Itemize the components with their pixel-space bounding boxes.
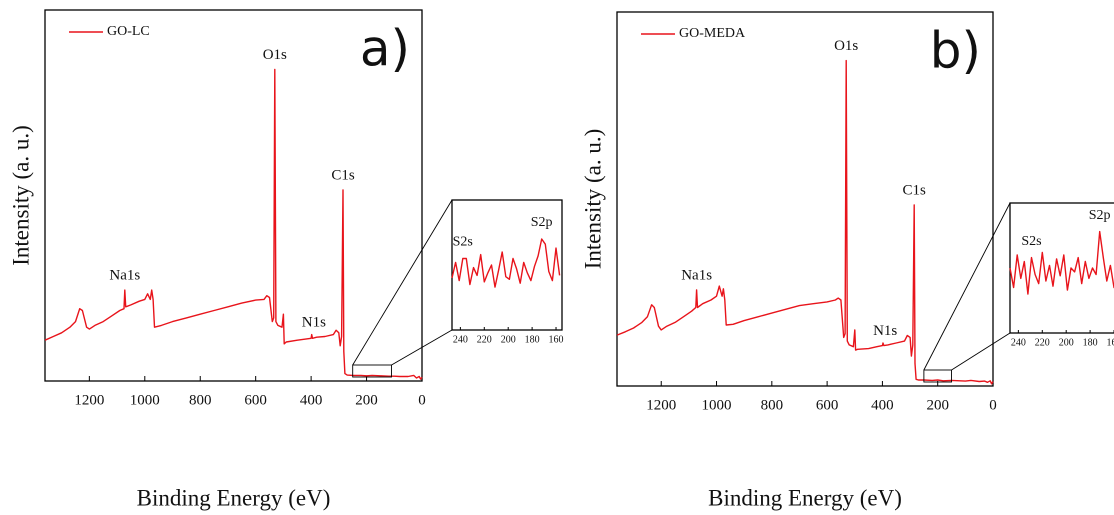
x-tick-label: 0 — [989, 397, 997, 413]
panel-label: b) — [930, 22, 981, 80]
x-tick-label: 0 — [418, 392, 426, 408]
plot-frame — [44, 9, 423, 382]
inset-line — [1009, 230, 1114, 295]
x-tick-label: 1000 — [702, 397, 732, 413]
x-tick-label: 400 — [300, 392, 323, 408]
inset-x-tick-label: 200 — [501, 334, 516, 345]
peak-label: C1s — [903, 182, 927, 198]
peak-label: N1s — [302, 315, 326, 331]
inset-x-tick-label: 160 — [1107, 337, 1114, 348]
x-tick-label: 800 — [761, 397, 784, 413]
peak-label: Na1s — [109, 268, 140, 284]
zoom-connector — [923, 202, 1011, 371]
zoom-connector — [391, 329, 453, 366]
inset-x-tick-label: 240 — [453, 334, 468, 345]
inset-x-tick-label: 200 — [1059, 337, 1074, 348]
peak-label: C1s — [331, 167, 355, 183]
x-tick-label: 200 — [926, 397, 949, 413]
y-axis-label: Intensity (a. u.) — [580, 129, 605, 270]
inset-peak-label: S2p — [531, 215, 553, 230]
peak-label: O1s — [263, 47, 287, 63]
legend-label: GO-LC — [107, 24, 150, 39]
inset-x-tick-label: 220 — [477, 334, 492, 345]
peak-label: O1s — [834, 38, 858, 54]
inset-frame — [451, 199, 563, 331]
x-tick-label: 1200 — [646, 397, 676, 413]
x-tick-label: 600 — [244, 392, 267, 408]
inset-peak-label: S2p — [1089, 208, 1111, 223]
x-tick-label: 1000 — [130, 392, 160, 408]
x-tick-label: 200 — [355, 392, 378, 408]
spectrum-line — [616, 59, 994, 385]
inset-line — [451, 238, 561, 288]
zoom-connector — [352, 199, 453, 366]
x-axis-label: Binding Energy (eV) — [137, 485, 331, 510]
peak-label: N1s — [873, 323, 897, 339]
y-axis-label: Intensity (a. u.) — [8, 125, 33, 266]
plot-frame — [616, 11, 994, 387]
inset-x-tick-label: 160 — [549, 334, 564, 345]
inset-x-tick-label: 180 — [525, 334, 540, 345]
peak-label: Na1s — [681, 267, 712, 283]
x-tick-label: 400 — [871, 397, 894, 413]
inset-x-tick-label: 220 — [1035, 337, 1050, 348]
inset-x-tick-label: 240 — [1011, 337, 1026, 348]
x-tick-label: 600 — [816, 397, 839, 413]
x-tick-label: 800 — [189, 392, 212, 408]
inset-peak-label: S2s — [453, 235, 473, 250]
spectrum-line — [44, 68, 423, 380]
panel-label: a) — [360, 20, 410, 78]
inset-x-tick-label: 180 — [1083, 337, 1098, 348]
x-axis-label: Binding Energy (eV) — [708, 485, 902, 510]
zoom-box — [923, 369, 952, 383]
x-tick-label: 1200 — [74, 392, 104, 408]
inset-peak-label: S2s — [1021, 234, 1041, 249]
zoom-box — [352, 364, 392, 378]
legend-label: GO-MEDA — [679, 26, 746, 41]
zoom-connector — [951, 332, 1011, 371]
